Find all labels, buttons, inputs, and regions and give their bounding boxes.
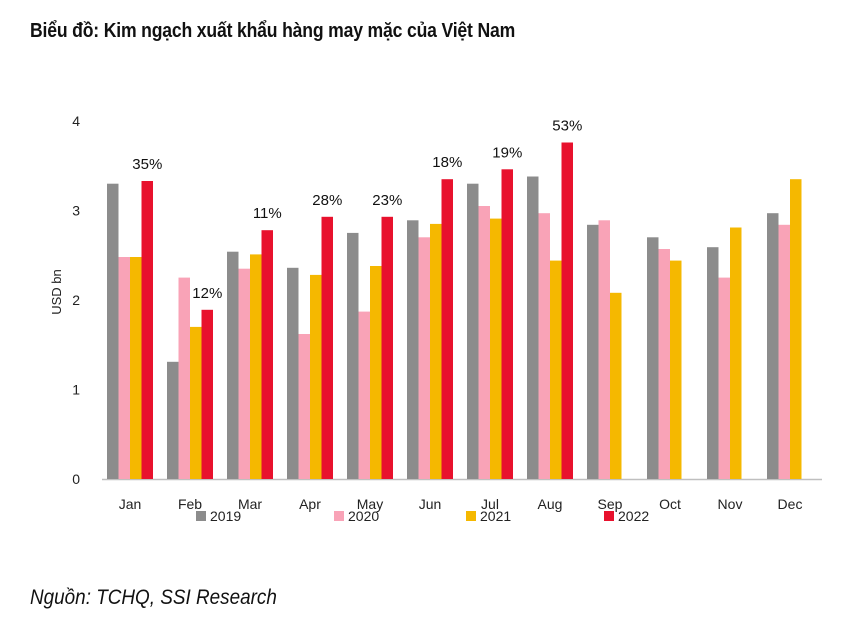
- x-tick-label: Jun: [419, 496, 442, 512]
- bar-2022-aug: [561, 142, 573, 479]
- y-tick-label: 0: [72, 471, 80, 487]
- bar-2019-nov: [707, 247, 719, 479]
- growth-label: 23%: [372, 192, 402, 209]
- growth-label: 19%: [492, 144, 522, 161]
- chart-title: Biểu đồ: Kim ngạch xuất khẩu hàng may mặ…: [30, 20, 516, 42]
- bar-2020-mar: [238, 268, 250, 479]
- y-tick-label: 3: [72, 203, 80, 219]
- bar-2020-nov: [718, 277, 730, 479]
- bar-2020-apr: [298, 334, 310, 479]
- growth-label: 53%: [552, 118, 582, 135]
- bar-2022-may: [381, 216, 393, 480]
- bar-2022-jul: [501, 169, 513, 480]
- bar-2021-may: [370, 266, 382, 479]
- bar-2021-jun: [430, 223, 442, 479]
- bar-2020-jun: [418, 237, 430, 479]
- growth-label: 28%: [312, 192, 342, 209]
- bar-2019-sep: [587, 224, 599, 479]
- bar-2019-jul: [467, 183, 479, 479]
- bar-2020-may: [358, 311, 370, 479]
- x-tick-label: Jan: [119, 496, 142, 512]
- bar-2021-apr: [310, 274, 322, 479]
- bar-2020-aug: [538, 213, 550, 479]
- bar-2021-feb: [190, 326, 202, 479]
- bar-2022-apr: [321, 216, 333, 480]
- bar-chart: 0 1 2 3 4 USD bn 35% Jan 12% Feb 11% Mar 28% Apr 23% Ma…: [49, 113, 822, 524]
- y-tick-label: 1: [72, 382, 80, 398]
- x-tick-label: Mar: [238, 496, 262, 512]
- bar-2020-jul: [478, 206, 490, 479]
- growth-label: 11%: [253, 205, 282, 222]
- bar-2021-jan: [130, 257, 142, 479]
- x-tick-label: Dec: [778, 496, 803, 512]
- bar-2021-sep: [610, 292, 622, 479]
- bar-2020-sep: [598, 220, 610, 480]
- legend-label-2022: 2022: [618, 508, 649, 524]
- bar-2021-mar: [250, 254, 262, 479]
- bar-2020-dec: [778, 224, 790, 479]
- growth-label: 35%: [132, 156, 162, 173]
- x-tick-label: Jul: [481, 496, 499, 512]
- bar-2019-may: [347, 232, 359, 479]
- bar-2020-feb: [178, 277, 190, 479]
- x-tick-label: Feb: [178, 496, 202, 512]
- legend-swatch-2020: [334, 511, 344, 521]
- bar-2020-oct: [658, 249, 670, 479]
- bar-2019-mar: [227, 251, 239, 479]
- bar-2022-feb: [201, 309, 213, 479]
- bar-2019-jun: [407, 220, 419, 480]
- legend-label-2019: 2019: [210, 508, 241, 524]
- bar-2022-jun: [441, 179, 453, 479]
- legend-swatch-2019: [196, 511, 206, 521]
- x-tick-label: Aug: [538, 496, 563, 512]
- bar-2020-jan: [118, 257, 130, 479]
- x-tick-label: Oct: [659, 496, 681, 512]
- bar-2021-jul: [490, 218, 502, 479]
- source-note: Nguồn: TCHQ, SSI Research: [30, 586, 277, 609]
- x-tick-label: Sep: [598, 496, 623, 512]
- legend-swatch-2022: [604, 511, 614, 521]
- bar-2019-feb: [167, 361, 179, 479]
- y-tick-label: 2: [72, 292, 80, 308]
- bar-2021-nov: [730, 227, 742, 479]
- bar-2022-jan: [141, 181, 153, 479]
- growth-label: 12%: [192, 285, 222, 302]
- bar-2019-jan: [107, 183, 119, 479]
- y-tick-label: 4: [72, 113, 80, 129]
- bar-2021-oct: [670, 260, 682, 479]
- bar-2019-aug: [527, 176, 539, 479]
- growth-label: 18%: [432, 154, 462, 171]
- x-tick-label: Nov: [718, 496, 743, 512]
- bar-2019-dec: [767, 213, 779, 479]
- bar-2022-mar: [261, 230, 273, 479]
- x-tick-label: Apr: [299, 496, 321, 512]
- legend-swatch-2021: [466, 511, 476, 521]
- bar-2019-oct: [647, 237, 659, 479]
- x-tick-label: May: [357, 496, 383, 512]
- bar-2021-dec: [790, 179, 802, 479]
- bar-2019-apr: [287, 267, 299, 479]
- bar-2021-aug: [550, 260, 562, 479]
- y-axis-label: USD bn: [49, 269, 64, 315]
- legend-label-2021: 2021: [480, 508, 511, 524]
- legend-label-2020: 2020: [348, 508, 379, 524]
